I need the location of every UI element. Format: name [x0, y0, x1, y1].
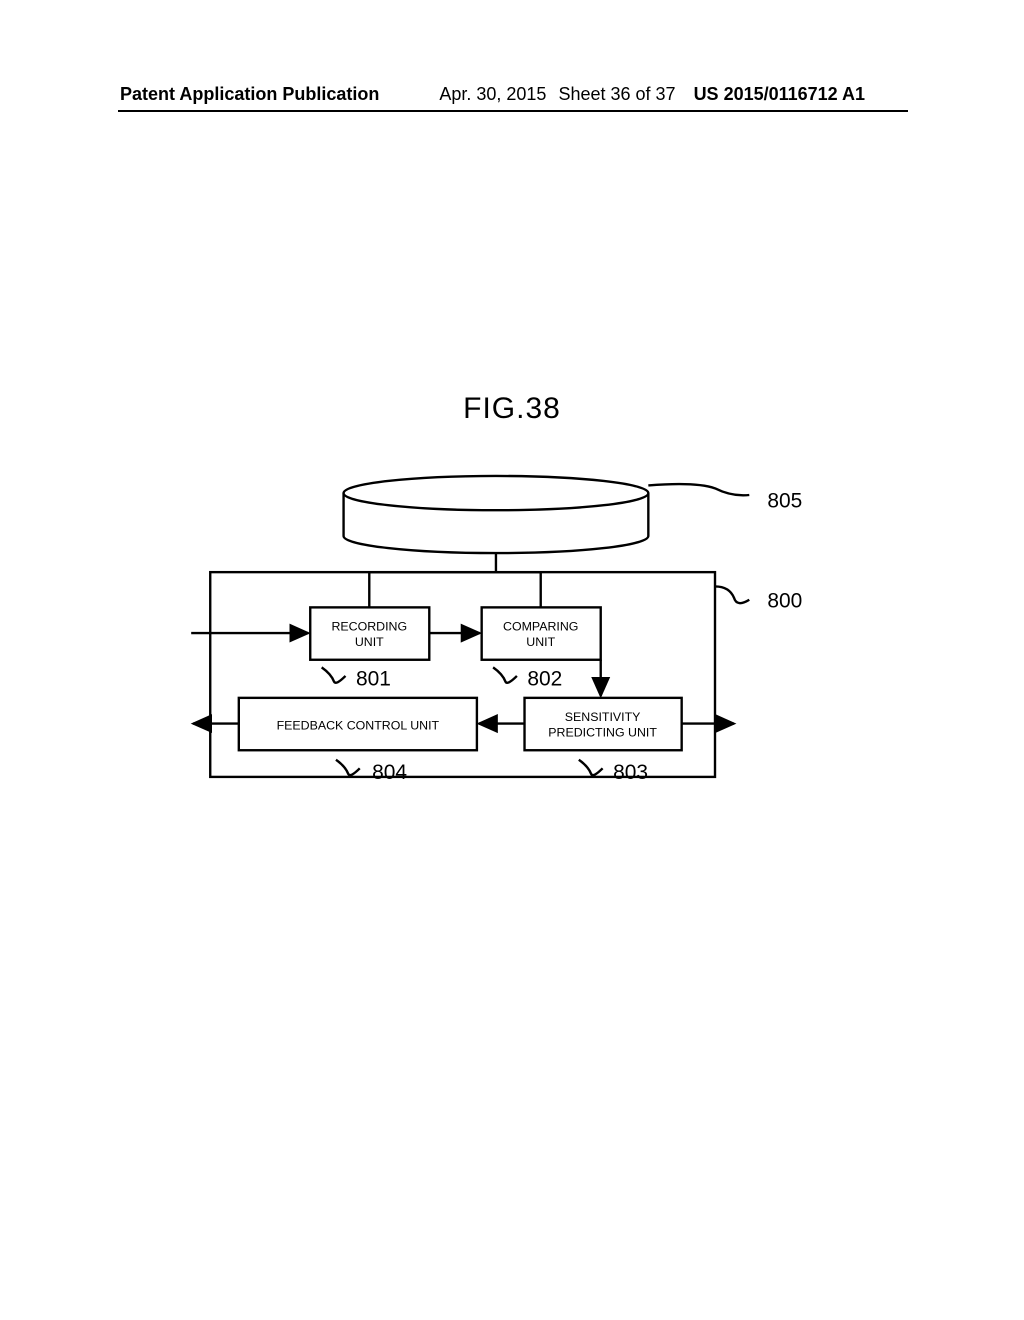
leader-804: [336, 760, 360, 775]
document-number: US 2015/0116712 A1: [694, 84, 865, 105]
edge-db-split-right: [496, 572, 541, 607]
comparing-unit-label-l1: COMPARING: [503, 620, 578, 634]
ref-800: 800: [767, 589, 802, 612]
block-diagram: RECORDING UNIT COMPARING UNIT SENSITIVIT…: [175, 455, 855, 855]
recording-unit-box: RECORDING UNIT: [310, 607, 429, 659]
leader-805: [648, 484, 749, 495]
feedback-unit-label: FEEDBACK CONTROL UNIT: [277, 719, 440, 733]
ref-805: 805: [767, 489, 802, 512]
sensitivity-unit-label-l2: PREDICTING UNIT: [548, 725, 657, 739]
leader-802: [493, 667, 517, 682]
sheet-number: Sheet 36 of 37: [558, 84, 675, 105]
feedback-unit-box: FEEDBACK CONTROL UNIT: [239, 698, 477, 750]
header-rule: [118, 110, 908, 112]
edge-db-split-left: [369, 572, 496, 607]
sensitivity-unit-label-l1: SENSITIVITY: [565, 710, 641, 724]
ref-803: 803: [613, 761, 648, 784]
leader-803: [579, 760, 603, 775]
leader-800: [715, 586, 749, 603]
leader-801: [322, 667, 346, 682]
page-header: Patent Application Publication Apr. 30, …: [0, 84, 1024, 105]
comparing-unit-label-l2: UNIT: [526, 635, 555, 649]
ref-802: 802: [527, 667, 562, 690]
recording-unit-label-l1: RECORDING: [331, 620, 407, 634]
figure-label: FIG.38: [463, 392, 561, 426]
sensitivity-unit-box: SENSITIVITY PREDICTING UNIT: [525, 698, 682, 750]
comparing-unit-box: COMPARING UNIT: [482, 607, 601, 659]
ref-801: 801: [356, 667, 391, 690]
ref-804: 804: [372, 761, 407, 784]
publication-date: Apr. 30, 2015: [439, 84, 546, 105]
publication-label: Patent Application Publication: [120, 84, 379, 105]
recording-unit-label-l2: UNIT: [355, 635, 384, 649]
database-cylinder: [344, 476, 649, 553]
